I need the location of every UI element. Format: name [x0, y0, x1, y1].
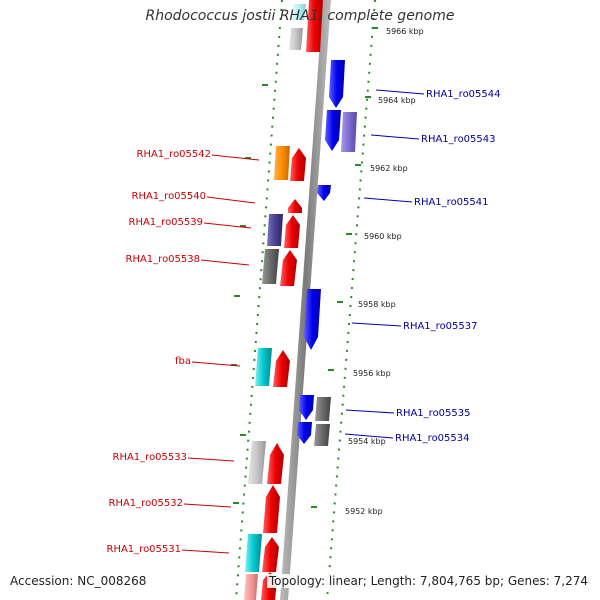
gene-arrow-ro05538-dgray[interactable] — [262, 249, 279, 284]
left-dotted-guide — [235, 0, 283, 600]
right-dotted-guide — [326, 0, 376, 600]
gene-arrow-ro05542-orange[interactable] — [274, 146, 290, 180]
gene-arrow-ro05541-blue[interactable] — [317, 185, 331, 201]
kbp-label: 5966 kbp — [386, 27, 424, 36]
gene-label[interactable]: RHA1_ro05535 — [396, 408, 471, 419]
genome-title: Rhodococcus jostii RHA1, complete genome — [145, 8, 455, 24]
gene-arrow-fba-red[interactable] — [273, 350, 290, 387]
gene-label[interactable]: RHA1_ro05541 — [414, 197, 489, 208]
gene-label[interactable]: RHA1_ro05540 — [132, 191, 207, 202]
gene-arrow-ro05535-dgray[interactable] — [315, 397, 331, 421]
gene-arrow-ro05538-red[interactable] — [280, 250, 297, 286]
right-leader-lines — [344, 89, 425, 439]
gene-arrow-ro05539-red[interactable] — [284, 215, 300, 248]
gene-arrow-ro05543-blue[interactable] — [325, 110, 341, 151]
gene-arrow-ro05533-lgray[interactable] — [248, 441, 266, 484]
gene-label[interactable]: RHA1_ro05538 — [126, 254, 201, 265]
minus-strand-genes — [297, 60, 357, 446]
gene-arrow-ro05537-blue[interactable] — [304, 289, 321, 350]
gene-arrow-ro05539-navy[interactable] — [267, 214, 283, 246]
kbp-label: 5964 kbp — [378, 96, 416, 105]
genome-backbone — [280, 0, 331, 600]
gene-label[interactable]: RHA1_ro05544 — [426, 89, 501, 100]
gene-arrow-ro05533-red[interactable] — [267, 443, 284, 484]
gene-arrow-ro05531-cyan[interactable] — [245, 534, 262, 572]
gene-arrow-ro05540-red[interactable] — [288, 199, 302, 213]
gene-arrow-ro05543-purple[interactable] — [341, 112, 357, 152]
kbp-label: 5962 kbp — [370, 164, 408, 173]
gene-label[interactable]: RHA1_ro05542 — [137, 149, 212, 160]
gene-arrow-bottom-pink[interactable] — [244, 574, 258, 600]
gene-label[interactable]: RHA1_ro05531 — [107, 544, 182, 555]
gene-arrow-fba-cyan[interactable] — [255, 348, 272, 386]
gene-label[interactable]: RHA1_ro05543 — [421, 134, 496, 145]
left-leader-lines — [181, 154, 260, 554]
gene-label[interactable]: RHA1_ro05534 — [395, 433, 470, 444]
gene-label[interactable]: RHA1_ro05533 — [113, 452, 188, 463]
kbp-label: 5952 kbp — [345, 507, 383, 516]
kbp-label: 5956 kbp — [353, 369, 391, 378]
gene-arrow-ro05534-dgray[interactable] — [314, 424, 330, 446]
kbp-label: 5960 kbp — [364, 232, 402, 241]
gene-label[interactable]: fba — [175, 356, 191, 367]
topology-summary: Topology: linear; Length: 7,804,765 bp; … — [266, 574, 590, 588]
gene-arrow-ro05534-blue[interactable] — [297, 422, 312, 444]
gene-label[interactable]: RHA1_ro05532 — [109, 498, 184, 509]
gene-arrow-ro05544-blue[interactable] — [329, 60, 345, 108]
kbp-label: 5958 kbp — [358, 300, 396, 309]
gene-arrow-ro05542-red[interactable] — [290, 148, 306, 181]
gene-arrow-top-red[interactable] — [306, 0, 323, 52]
accession-text: Accession: NC_008268 — [8, 574, 149, 588]
gene-arrow-ro05535-blue[interactable] — [299, 395, 314, 420]
gene-arrow-ro05532-red[interactable] — [263, 485, 280, 533]
gene-arrow-ro05531-red[interactable] — [262, 537, 279, 572]
kbp-label: 5954 kbp — [348, 437, 386, 446]
gene-label[interactable]: RHA1_ro05537 — [403, 321, 478, 332]
gene-arrow-top-lgray[interactable] — [289, 28, 303, 50]
gene-label[interactable]: RHA1_ro05539 — [129, 217, 204, 228]
gene-arrow-top-lcyan[interactable] — [292, 4, 306, 20]
